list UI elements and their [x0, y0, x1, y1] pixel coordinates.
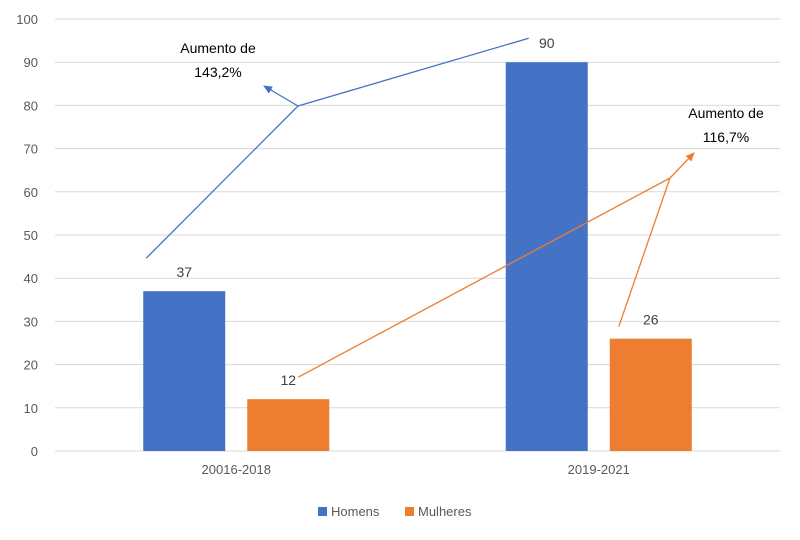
x-tick-label: 2019-2021 — [568, 462, 630, 477]
bar-mulheres-0 — [247, 399, 330, 451]
y-tick-label: 60 — [24, 185, 38, 200]
annotations: Aumento de 143,2% Aumento de 116,7% — [145, 37, 764, 378]
bars — [143, 62, 692, 451]
x-axis-ticks: 20016-2018 2019-2021 — [202, 462, 630, 477]
legend: Homens Mulheres — [318, 504, 472, 519]
y-tick-label: 30 — [24, 314, 38, 329]
y-tick-label: 100 — [16, 12, 38, 27]
annotation-line — [618, 177, 671, 327]
bar-homens-0 — [143, 291, 226, 451]
annotation-text: 116,7% — [703, 129, 749, 145]
annotation-line — [297, 177, 671, 378]
y-tick-label: 80 — [24, 98, 38, 113]
y-tick-label: 50 — [24, 228, 38, 243]
data-label: 12 — [280, 372, 296, 388]
data-labels: 37 90 12 26 — [176, 35, 658, 388]
y-tick-label: 70 — [24, 142, 38, 157]
y-tick-label: 10 — [24, 401, 38, 416]
legend-label: Homens — [331, 504, 380, 519]
annotation-text: Aumento de — [180, 40, 256, 56]
data-label: 90 — [539, 35, 555, 51]
y-tick-label: 40 — [24, 271, 38, 286]
annotation-text: Aumento de — [688, 105, 764, 121]
annotation-line — [297, 37, 529, 107]
bar-homens-1 — [505, 62, 588, 451]
y-axis-ticks: 0 10 20 30 40 50 60 70 80 90 100 — [16, 12, 38, 459]
annotation-text: 143,2% — [194, 64, 241, 80]
annotation-arrow — [263, 85, 299, 107]
legend-label: Mulheres — [418, 504, 472, 519]
legend-swatch-mulheres — [405, 507, 414, 516]
y-tick-label: 0 — [31, 444, 38, 459]
data-label: 37 — [176, 264, 192, 280]
legend-swatch-homens — [318, 507, 327, 516]
y-tick-label: 20 — [24, 358, 38, 373]
x-tick-label: 20016-2018 — [202, 462, 271, 477]
annotation-line — [145, 105, 299, 259]
annotation-arrow — [669, 152, 695, 179]
y-tick-label: 90 — [24, 55, 38, 70]
data-label: 26 — [643, 312, 659, 328]
bar-mulheres-1 — [609, 338, 692, 451]
